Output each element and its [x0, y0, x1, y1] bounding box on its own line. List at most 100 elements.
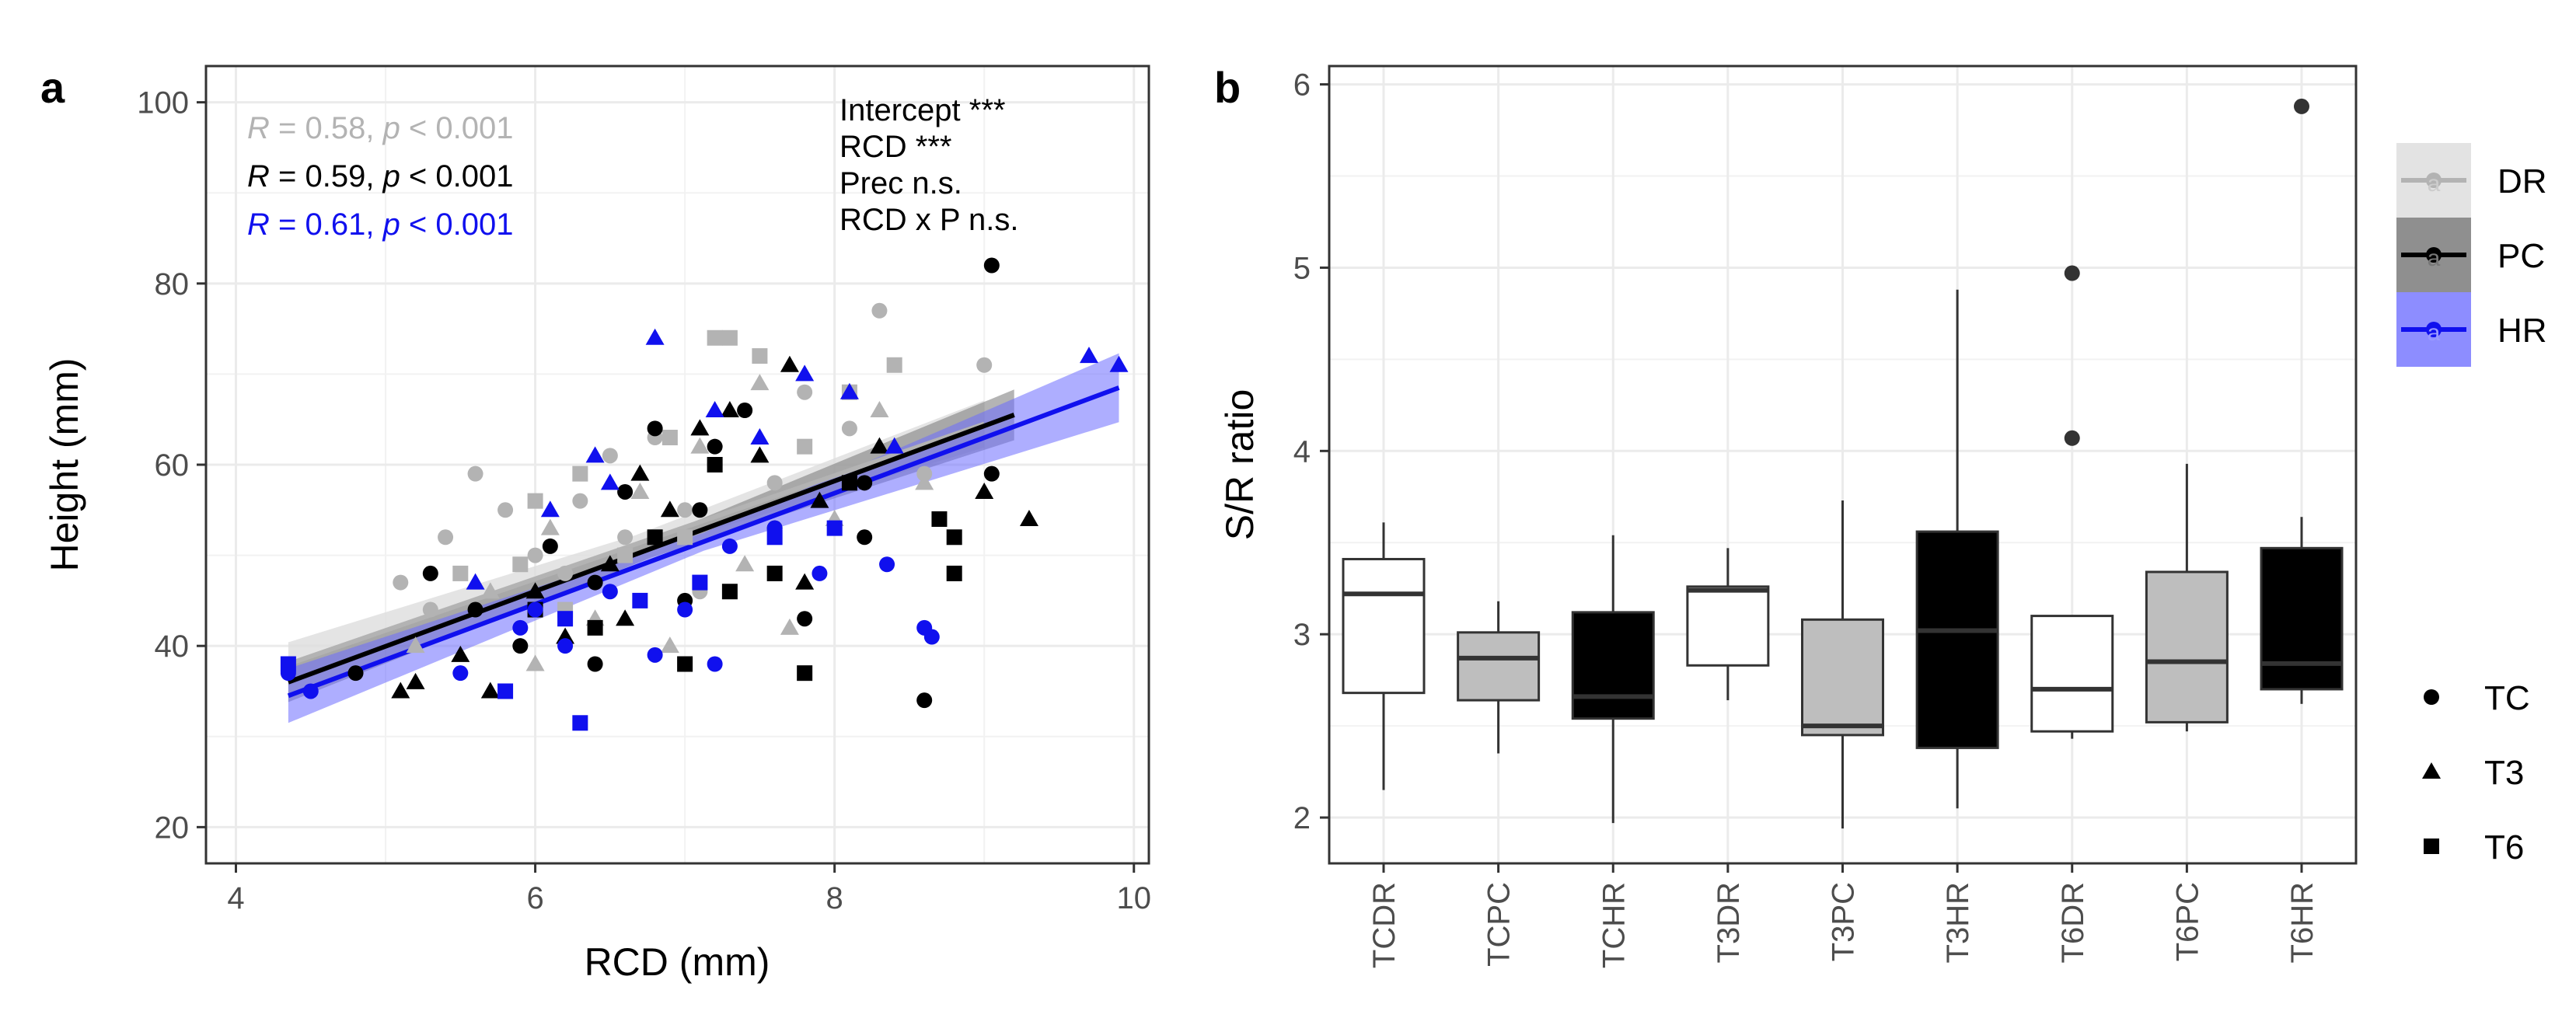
- legend-label-t3: T3: [2484, 754, 2524, 792]
- y-tick-label-a: 100: [137, 86, 189, 120]
- data-point-pc-tc: [692, 502, 708, 518]
- panel-label-b: b: [1214, 63, 1241, 112]
- data-point-pc-t6: [797, 665, 813, 682]
- data-point-pc-t3: [690, 419, 710, 436]
- data-point-pc-tc: [916, 692, 933, 709]
- data-point-dr-tc: [976, 357, 993, 373]
- data-point-pc-t3: [660, 500, 679, 518]
- x-tick-label-tchr: TCHR: [1597, 882, 1631, 968]
- data-point-pc-tc: [347, 665, 364, 682]
- data-point-hr-t3: [1109, 355, 1129, 372]
- data-point-dr-t3: [540, 518, 560, 535]
- data-point-dr-tc: [467, 465, 483, 482]
- data-point-hr-t3: [750, 428, 770, 445]
- outlier-point: [2064, 430, 2080, 446]
- data-point-pc-tc: [617, 483, 634, 500]
- data-point-dr-tc: [841, 420, 857, 437]
- data-point-dr-tc: [393, 574, 409, 591]
- data-point-hr-t3: [540, 500, 560, 518]
- data-point-dr-t3: [690, 437, 710, 454]
- anova-prec: Prec n.s.: [839, 166, 962, 200]
- data-point-pc-t3: [525, 582, 545, 599]
- data-point-pc-tc: [647, 420, 663, 437]
- data-point-pc-t3: [750, 446, 770, 463]
- x-tick-label-t3hr: T3HR: [1941, 882, 1975, 963]
- y-tick-label-a: 60: [155, 448, 190, 483]
- y-tick-label-a: 40: [155, 629, 190, 664]
- legend: a DR a PC a HR TC T3 T6: [2396, 143, 2547, 866]
- data-point-dr-tc: [527, 547, 543, 563]
- data-point-dr-t6: [572, 465, 588, 482]
- data-point-pc-t3: [870, 437, 889, 454]
- data-point-dr-tc: [438, 529, 454, 546]
- data-point-pc-tc: [512, 638, 529, 654]
- data-point-pc-tc: [587, 574, 603, 591]
- panel-a-stats: R = 0.58, p < 0.001 R = 0.59, p < 0.001 …: [247, 111, 514, 242]
- data-point-dr-t3: [915, 473, 934, 490]
- data-point-hr-t3: [585, 446, 605, 463]
- data-point-hr-t3: [600, 473, 620, 490]
- data-point-dr-tc: [766, 475, 783, 491]
- x-tick-label-t3pc: T3PC: [1827, 882, 1861, 961]
- data-point-hr-t6: [280, 656, 296, 672]
- anova-intercept: Intercept ***: [839, 93, 1005, 127]
- outlier-point: [2064, 265, 2080, 281]
- panel-a-axes: 4 6 8 10 20 40 60 80 100: [137, 86, 1151, 915]
- x-tick-label-tcpc: TCPC: [1482, 882, 1517, 967]
- data-point-dr-t3: [750, 374, 770, 391]
- data-point-hr-t3: [839, 382, 859, 399]
- data-point-hr-t3: [795, 364, 815, 382]
- data-point-pc-t3: [451, 645, 470, 662]
- y-tick-label-a: 20: [155, 811, 190, 845]
- data-point-hr-tc: [647, 647, 663, 663]
- data-point-dr-t6: [721, 329, 738, 346]
- data-point-pc-tc: [857, 475, 873, 491]
- legend-key-glyph: a: [2428, 171, 2441, 197]
- data-point-dr-t6: [677, 529, 693, 546]
- data-point-pc-t6: [946, 529, 962, 546]
- data-point-pc-tc: [542, 538, 558, 554]
- data-point-dr-t3: [870, 401, 889, 418]
- data-point-pc-tc: [587, 656, 603, 672]
- data-point-hr-tc: [879, 556, 895, 573]
- data-point-pc-tc: [983, 465, 1000, 482]
- data-point-pc-t6: [587, 619, 603, 636]
- legend-shape-t6: [2424, 838, 2439, 854]
- stat-line-hr: R = 0.61, p < 0.001: [247, 207, 514, 242]
- y-tick-label-b: 3: [1293, 618, 1311, 652]
- fit-line-pc: [287, 413, 1015, 685]
- data-point-pc-tc: [467, 601, 483, 618]
- data-point-hr-t3: [645, 328, 665, 345]
- panel-a-fits: [287, 353, 1120, 723]
- data-point-pc-t3: [616, 609, 635, 626]
- data-point-pc-t6: [841, 475, 857, 491]
- legend-key-point-dr: [2426, 173, 2442, 188]
- box-t3dr: [1686, 585, 1770, 667]
- data-point-pc-t6: [766, 565, 783, 581]
- data-point-hr-t3: [885, 437, 904, 454]
- y-tick-label-b: 2: [1293, 801, 1311, 835]
- data-point-dr-tc: [557, 565, 574, 581]
- fit-line-hr: [287, 385, 1120, 699]
- data-point-dr-t3: [630, 482, 650, 499]
- data-point-dr-tc: [677, 502, 693, 518]
- legend-label-tc: TC: [2484, 679, 2530, 717]
- legend-label-pc: PC: [2497, 237, 2545, 275]
- y-tick-label-b: 5: [1293, 251, 1311, 285]
- data-point-dr-t3: [525, 654, 545, 671]
- data-point-dr-t3: [480, 582, 500, 599]
- data-point-hr-tc: [452, 665, 469, 682]
- legend-label-hr: HR: [2497, 312, 2547, 350]
- data-point-hr-t6: [497, 683, 514, 699]
- data-point-dr-t3: [660, 636, 679, 654]
- legend-key-glyph: a: [2428, 320, 2441, 346]
- fit-line-dr: [287, 421, 986, 667]
- legend-shape-t3: [2422, 762, 2441, 779]
- anova-interaction: RCD x P n.s.: [839, 203, 1018, 237]
- box-t6dr: [2030, 615, 2114, 733]
- data-point-dr-t3: [735, 555, 755, 572]
- box-t6pc: [2145, 570, 2229, 723]
- data-point-hr-t6: [766, 529, 783, 546]
- panel-a: R = 0.58, p < 0.001 R = 0.59, p < 0.001 …: [43, 64, 1151, 984]
- data-point-hr-tc: [812, 565, 828, 581]
